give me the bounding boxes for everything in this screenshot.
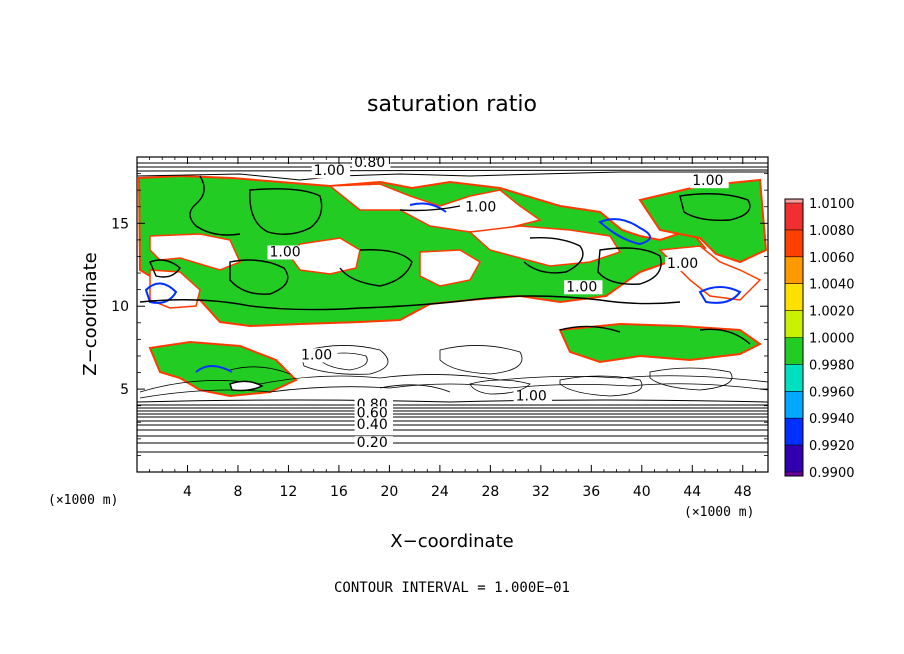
contour-label-bg bbox=[299, 348, 338, 363]
x-tick-label: 44 bbox=[683, 484, 701, 500]
x-tick-label: 48 bbox=[734, 484, 752, 500]
y-axis-label: Z−coordinate bbox=[80, 252, 101, 375]
x-tick-label: 40 bbox=[633, 484, 651, 500]
x-unit-label-left: (×1000 m) bbox=[48, 493, 118, 508]
plot-area: 0.801.001.001.001.001.001.001.001.000.80… bbox=[136, 155, 769, 473]
x-tick-label: 20 bbox=[380, 484, 398, 500]
y-tick-label: 5 bbox=[120, 382, 129, 398]
contour-label: 0.20 bbox=[357, 435, 388, 451]
colorbar-label: 0.9940 bbox=[809, 412, 855, 427]
contour-label: 1.00 bbox=[465, 200, 496, 216]
colorbar-label: 0.9900 bbox=[809, 466, 855, 481]
contour-interval-note: CONTOUR INTERVAL = 1.000E−01 bbox=[334, 580, 570, 596]
contour-labels: 0.801.001.001.001.001.001.001.001.000.80… bbox=[267, 155, 729, 451]
contour-label-bg bbox=[463, 200, 502, 215]
contour-label-bg bbox=[665, 257, 704, 272]
colorbar-swatch bbox=[785, 445, 803, 472]
colorbar-swatch bbox=[785, 229, 803, 257]
contour-label-bg bbox=[513, 389, 552, 404]
contour-label: 0.40 bbox=[357, 417, 388, 433]
colorbar-swatch bbox=[785, 337, 803, 365]
contour-lines-field bbox=[139, 175, 751, 345]
contour-label: 1.00 bbox=[692, 173, 723, 189]
colorbar-label: 0.9960 bbox=[809, 385, 855, 400]
contour-label: 1.00 bbox=[301, 347, 332, 363]
contour-label-bg bbox=[354, 406, 393, 421]
x-tick-label: 24 bbox=[431, 484, 449, 500]
contour-label: 1.00 bbox=[667, 256, 698, 272]
contour-label: 1.00 bbox=[516, 389, 547, 405]
contour-label: 0.80 bbox=[354, 155, 385, 171]
contour-label-bg bbox=[352, 155, 391, 170]
contour-label-bg bbox=[564, 280, 603, 295]
x-tick-label: 8 bbox=[233, 484, 242, 500]
x-axis-label: X−coordinate bbox=[390, 531, 513, 552]
colorbar-swatch bbox=[785, 472, 803, 476]
contour-label: 1.00 bbox=[314, 163, 345, 179]
x-tick-label: 36 bbox=[582, 484, 600, 500]
colorbar-label: 1.0060 bbox=[809, 251, 855, 266]
colorbar-label: 0.9980 bbox=[809, 358, 855, 373]
contour-label: 0.60 bbox=[357, 405, 388, 421]
colorbar-swatch bbox=[785, 364, 803, 392]
contour-lines-bottom bbox=[137, 399, 768, 453]
colorbar-label: 1.0100 bbox=[809, 197, 855, 212]
colorbar: 1.0100 1.0080 1.0060 1.0040 1.0020 1.0000 0.99… bbox=[784, 197, 855, 481]
colorbar-swatch bbox=[785, 199, 803, 203]
x-tick-label: 16 bbox=[330, 484, 348, 500]
colorbar-swatch bbox=[785, 391, 803, 419]
colorbar-swatch bbox=[785, 283, 803, 311]
y-tick-label: 15 bbox=[111, 216, 129, 232]
colorbar-label: 1.0000 bbox=[809, 332, 855, 347]
x-unit-label-right: (×1000 m) bbox=[684, 505, 754, 520]
contour-label-bg bbox=[690, 174, 729, 189]
x-tick-label: 4 bbox=[183, 484, 192, 500]
x-tick-label: 32 bbox=[532, 484, 550, 500]
contour-lines-lower bbox=[139, 345, 768, 399]
saturation-field bbox=[137, 162, 768, 453]
colorbar-label: 1.0020 bbox=[809, 305, 855, 320]
contour-lines-top bbox=[137, 162, 768, 181]
colorbar-swatch bbox=[785, 256, 803, 284]
contour-label-bg bbox=[354, 436, 393, 451]
x-tick-label: 12 bbox=[280, 484, 298, 500]
colorbar-label: 0.9920 bbox=[809, 439, 855, 454]
colorbar-swatch bbox=[785, 203, 803, 230]
chart-title: saturation ratio bbox=[367, 92, 537, 117]
colorbar-label: 1.0040 bbox=[809, 278, 855, 293]
contour-label: 1.00 bbox=[566, 279, 597, 295]
colorbar-swatch bbox=[785, 418, 803, 446]
field-region-midright-green bbox=[558, 322, 762, 364]
colorbar-label: 1.0080 bbox=[809, 224, 855, 239]
field-subsaturated-rims bbox=[144, 202, 742, 373]
contour-label-bg bbox=[354, 417, 393, 432]
colorbar-swatch bbox=[785, 310, 803, 338]
contour-label: 1.00 bbox=[270, 244, 301, 260]
y-tick-label: 10 bbox=[111, 299, 129, 315]
x-tick-label: 28 bbox=[481, 484, 499, 500]
contour-label-bg bbox=[311, 164, 351, 179]
contour-label-bg bbox=[267, 245, 306, 260]
